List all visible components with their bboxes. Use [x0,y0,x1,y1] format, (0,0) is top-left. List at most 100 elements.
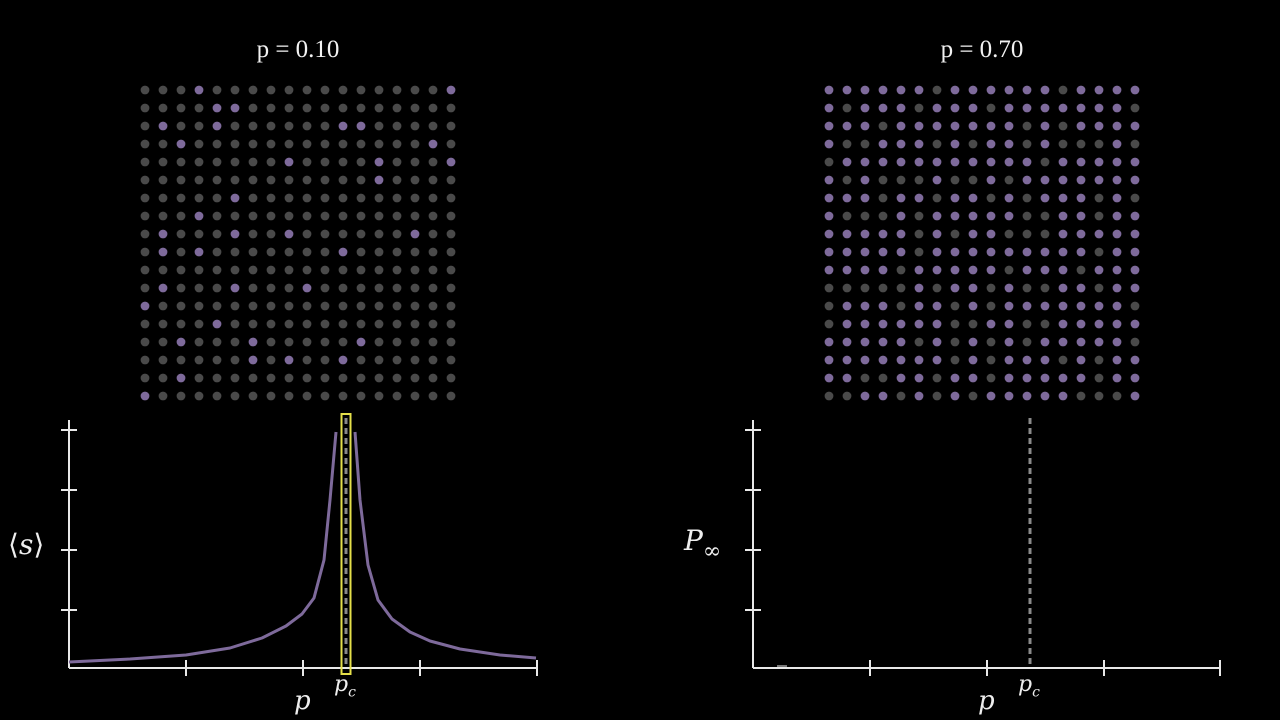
occupied-site [1058,103,1068,113]
empty-site [374,355,384,365]
occupied-site [1040,355,1050,365]
occupied-site [932,229,942,239]
occupied-site [824,373,834,383]
occupied-site [1094,103,1104,113]
occupied-site [914,391,924,401]
empty-site [176,193,186,203]
occupied-site [212,319,222,329]
empty-site [338,139,348,149]
empty-site [194,157,204,167]
empty-site [878,175,888,185]
occupied-site [968,193,978,203]
empty-site [320,301,330,311]
empty-site [914,229,924,239]
occupied-site [950,283,960,293]
occupied-site [158,247,168,257]
empty-site [320,103,330,113]
occupied-site [842,265,852,275]
empty-site [338,193,348,203]
occupied-site [878,103,888,113]
occupied-site [1130,175,1140,185]
empty-site [176,283,186,293]
occupied-site [824,121,834,131]
empty-site [284,247,294,257]
occupied-site [1130,391,1140,401]
empty-site [302,355,312,365]
empty-site [392,319,402,329]
empty-site [914,211,924,221]
empty-site [1058,121,1068,131]
empty-site [284,121,294,131]
occupied-site [932,319,942,329]
empty-site [392,301,402,311]
occupied-site [1112,193,1122,203]
right-panel-title: p = 0.70 [940,36,1024,63]
empty-site [950,319,960,329]
occupied-site [140,391,150,401]
empty-site [176,157,186,167]
empty-site [158,391,168,401]
empty-site [428,229,438,239]
empty-site [284,319,294,329]
empty-site [302,301,312,311]
occupied-site [1022,373,1032,383]
empty-site [212,265,222,275]
empty-site [248,265,258,275]
empty-site [356,193,366,203]
empty-site [230,85,240,95]
empty-site [266,157,276,167]
empty-site [158,157,168,167]
empty-site [230,319,240,329]
occupied-site [860,319,870,329]
empty-site [374,193,384,203]
empty-site [158,319,168,329]
occupied-site [986,157,996,167]
empty-site [410,355,420,365]
empty-site [266,175,276,185]
empty-site [194,373,204,383]
empty-site [212,175,222,185]
occupied-site [1094,85,1104,95]
empty-site [248,85,258,95]
occupied-site [986,391,996,401]
occupied-site [1094,337,1104,347]
occupied-site [878,319,888,329]
empty-site [1076,139,1086,149]
occupied-site [1040,391,1050,401]
occupied-site [860,193,870,203]
occupied-site [968,355,978,365]
empty-site [1040,283,1050,293]
empty-site [140,373,150,383]
empty-site [320,337,330,347]
occupied-site [878,265,888,275]
empty-site [1076,391,1086,401]
empty-site [248,103,258,113]
occupied-site [1022,175,1032,185]
empty-site [266,337,276,347]
occupied-site [176,139,186,149]
occupied-site [212,121,222,131]
occupied-site [338,121,348,131]
occupied-site [302,283,312,293]
empty-site [914,337,924,347]
occupied-site [1022,391,1032,401]
empty-site [446,211,456,221]
occupied-site [1094,175,1104,185]
empty-site [140,265,150,275]
occupied-site [878,391,888,401]
empty-site [446,337,456,347]
occupied-site [878,85,888,95]
empty-site [194,391,204,401]
empty-site [1004,229,1014,239]
empty-site [212,229,222,239]
angle-bracket-close: ⟩ [33,528,45,561]
occupied-site [1112,103,1122,113]
empty-site [1040,229,1050,239]
occupied-site [1004,301,1014,311]
occupied-site [842,373,852,383]
occupied-site [1004,157,1014,167]
empty-site [932,391,942,401]
empty-site [824,283,834,293]
empty-site [176,265,186,275]
empty-site [968,319,978,329]
